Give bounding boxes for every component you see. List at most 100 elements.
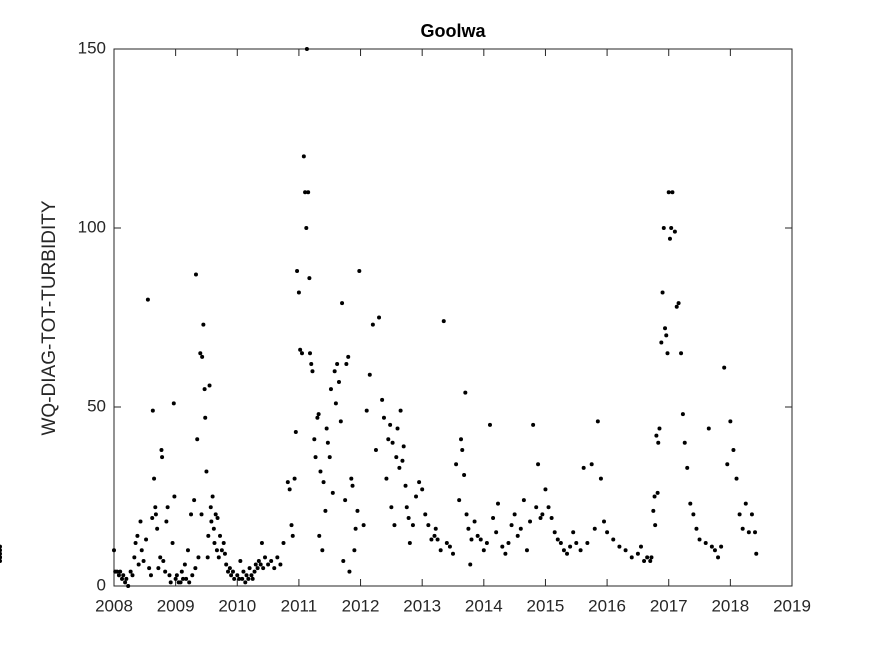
point — [663, 326, 668, 331]
x-tick-label: 2011 — [281, 596, 318, 615]
point — [252, 569, 257, 574]
x-tick-label: 2012 — [342, 596, 380, 615]
point — [406, 515, 411, 520]
point — [659, 340, 664, 345]
point — [518, 526, 523, 531]
point — [293, 430, 298, 435]
point — [324, 426, 329, 431]
point — [468, 562, 473, 567]
point — [259, 541, 264, 546]
point — [118, 569, 123, 574]
point — [712, 548, 717, 553]
point — [697, 537, 702, 542]
point — [261, 566, 266, 571]
point — [171, 401, 176, 406]
point — [253, 562, 258, 567]
point — [112, 548, 116, 553]
point — [585, 541, 590, 546]
point — [269, 558, 274, 563]
point — [318, 469, 323, 474]
point — [381, 415, 386, 420]
point — [139, 548, 144, 553]
point — [357, 268, 362, 273]
x-tick-label: 2010 — [218, 596, 256, 615]
point — [703, 541, 708, 546]
point — [491, 515, 496, 520]
point — [706, 426, 711, 431]
point — [153, 512, 158, 517]
point — [195, 437, 200, 442]
point — [429, 537, 434, 542]
point — [495, 501, 500, 506]
point — [285, 480, 290, 485]
point — [308, 351, 313, 356]
point — [150, 408, 155, 413]
point — [398, 408, 403, 413]
point — [212, 541, 217, 546]
point — [240, 576, 245, 581]
point — [224, 562, 229, 567]
point — [289, 523, 294, 528]
point — [160, 455, 165, 460]
point — [664, 333, 669, 338]
point — [205, 555, 210, 560]
point — [694, 526, 699, 531]
point — [159, 447, 164, 452]
point — [740, 526, 745, 531]
point — [158, 555, 163, 560]
point — [667, 236, 672, 241]
point — [457, 498, 462, 503]
point — [669, 226, 674, 230]
point — [423, 512, 428, 517]
x-tick-label: 2015 — [527, 596, 565, 615]
point — [403, 483, 408, 488]
point — [310, 369, 315, 374]
point — [722, 365, 727, 370]
point — [179, 569, 184, 574]
point — [147, 566, 152, 571]
point — [397, 465, 402, 470]
point — [352, 548, 357, 553]
point — [172, 494, 177, 499]
point — [565, 551, 570, 556]
point — [674, 304, 679, 309]
point — [355, 508, 360, 513]
point — [494, 530, 499, 535]
point — [338, 419, 343, 424]
point — [121, 573, 126, 578]
point — [654, 433, 659, 438]
point — [247, 566, 252, 571]
point — [344, 362, 349, 367]
point — [635, 551, 640, 556]
point — [155, 526, 160, 531]
point — [200, 354, 205, 359]
point — [665, 351, 670, 356]
point — [460, 447, 465, 452]
point — [414, 494, 419, 499]
point — [126, 584, 131, 588]
point — [731, 447, 736, 452]
point — [361, 523, 366, 528]
point — [555, 537, 560, 542]
point — [206, 533, 211, 538]
point — [193, 566, 198, 571]
point — [135, 533, 140, 538]
point — [469, 537, 474, 542]
point — [189, 512, 194, 517]
point — [124, 576, 129, 581]
point — [328, 387, 333, 392]
point — [670, 190, 675, 195]
point — [130, 573, 135, 578]
point — [602, 519, 607, 524]
point — [581, 465, 586, 470]
point — [333, 401, 338, 406]
point — [209, 519, 214, 524]
point — [178, 580, 183, 585]
point — [404, 505, 409, 510]
point — [484, 541, 489, 546]
point — [481, 548, 486, 553]
point — [263, 555, 268, 560]
point — [651, 508, 656, 513]
point — [682, 440, 687, 445]
